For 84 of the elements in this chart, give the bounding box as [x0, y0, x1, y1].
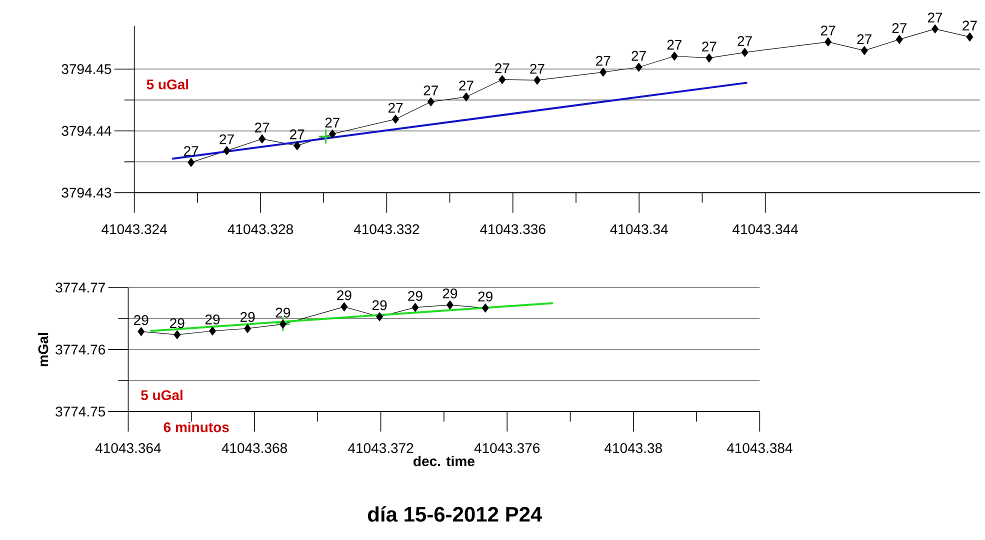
y-tick-label: 3774.76 [56, 344, 106, 355]
point [446, 300, 454, 310]
annotation: 29 [205, 314, 220, 324]
point [498, 75, 506, 84]
point [966, 32, 974, 42]
x-tick-label: 41043.38 [604, 443, 662, 454]
x-tick-label: 41043.376 [474, 443, 540, 454]
point [294, 141, 301, 150]
annotation: 27 [459, 80, 474, 90]
x-tick-label: 41043.34 [610, 224, 668, 234]
y-tick-label: 3794.45 [62, 64, 112, 74]
y-tick-label: 3794.43 [62, 188, 112, 198]
y-tick-label: 3794.44 [62, 126, 112, 136]
annotation: 29 [240, 312, 255, 322]
annotation: 27 [184, 146, 198, 156]
annotation: 5 uGal [146, 79, 188, 90]
annotation: 27 [495, 63, 510, 74]
x-tick-label: 41043.368 [222, 443, 287, 454]
x-tick-label: 41043.324 [102, 224, 167, 234]
point [462, 92, 470, 102]
x-tick-label: 41043.336 [480, 224, 546, 234]
annotation: 27 [596, 56, 610, 66]
point [279, 320, 286, 329]
point [376, 312, 383, 322]
point [244, 324, 252, 334]
y-tick-label: 3774.75 [56, 406, 106, 417]
annotation: 27 [892, 23, 906, 33]
x-tick-label: 41043.344 [732, 224, 798, 234]
annotation: 27 [424, 86, 438, 96]
annotation: 27 [702, 42, 716, 52]
point [258, 134, 266, 144]
point [670, 52, 678, 61]
annotation: 27 [821, 26, 836, 36]
point [741, 48, 748, 57]
point [706, 53, 713, 62]
point [340, 302, 348, 312]
point [824, 37, 832, 46]
annotation: 29 [134, 315, 148, 326]
annotation: 29 [276, 308, 290, 318]
x-tick-label: 41043.332 [354, 224, 420, 234]
annotation: 27 [667, 40, 682, 50]
annotation: 27 [857, 34, 872, 44]
point [534, 76, 541, 85]
x-axis-title: dec. time [414, 456, 474, 466]
point [412, 302, 419, 312]
annotation: 27 [530, 64, 544, 74]
annotation: 27 [738, 36, 752, 46]
text: 6 minutos [164, 422, 229, 432]
annotation: 29 [372, 300, 387, 310]
y-tick-label: 3774.77 [56, 282, 105, 293]
text: día 15-6-2012 P24 [368, 506, 542, 522]
annotation: 27 [388, 102, 403, 113]
annotation: 29 [337, 290, 352, 300]
annotation: 27 [220, 134, 234, 144]
point [138, 327, 145, 336]
y-axis-title: mGal [38, 333, 48, 366]
point [482, 304, 489, 313]
annotation: 29 [408, 290, 422, 301]
point [174, 330, 181, 340]
point [328, 129, 336, 138]
annotation: 27 [928, 12, 942, 22]
annotation: 27 [962, 20, 977, 30]
annotation: 29 [442, 288, 458, 298]
point [860, 46, 868, 56]
annotation: 27 [325, 118, 340, 128]
point [896, 34, 903, 44]
annotation: 27 [632, 50, 646, 61]
annotation: 29 [170, 318, 184, 328]
x-tick-label: 41043.384 [726, 443, 792, 454]
point [392, 114, 399, 124]
point [209, 326, 216, 336]
point [635, 62, 642, 72]
x-tick-label: 41043.364 [95, 443, 161, 454]
point [600, 68, 607, 77]
point [223, 146, 230, 156]
point [427, 97, 434, 106]
x-tick-label: 41043.328 [228, 224, 293, 234]
annotation: 5 uGal [141, 390, 182, 400]
point [932, 24, 938, 34]
annotation: 27 [255, 122, 270, 132]
annotation: 27 [290, 129, 304, 140]
x-tick-label: 41043.372 [348, 443, 414, 454]
annotation: 29 [478, 292, 492, 302]
point [188, 158, 195, 167]
